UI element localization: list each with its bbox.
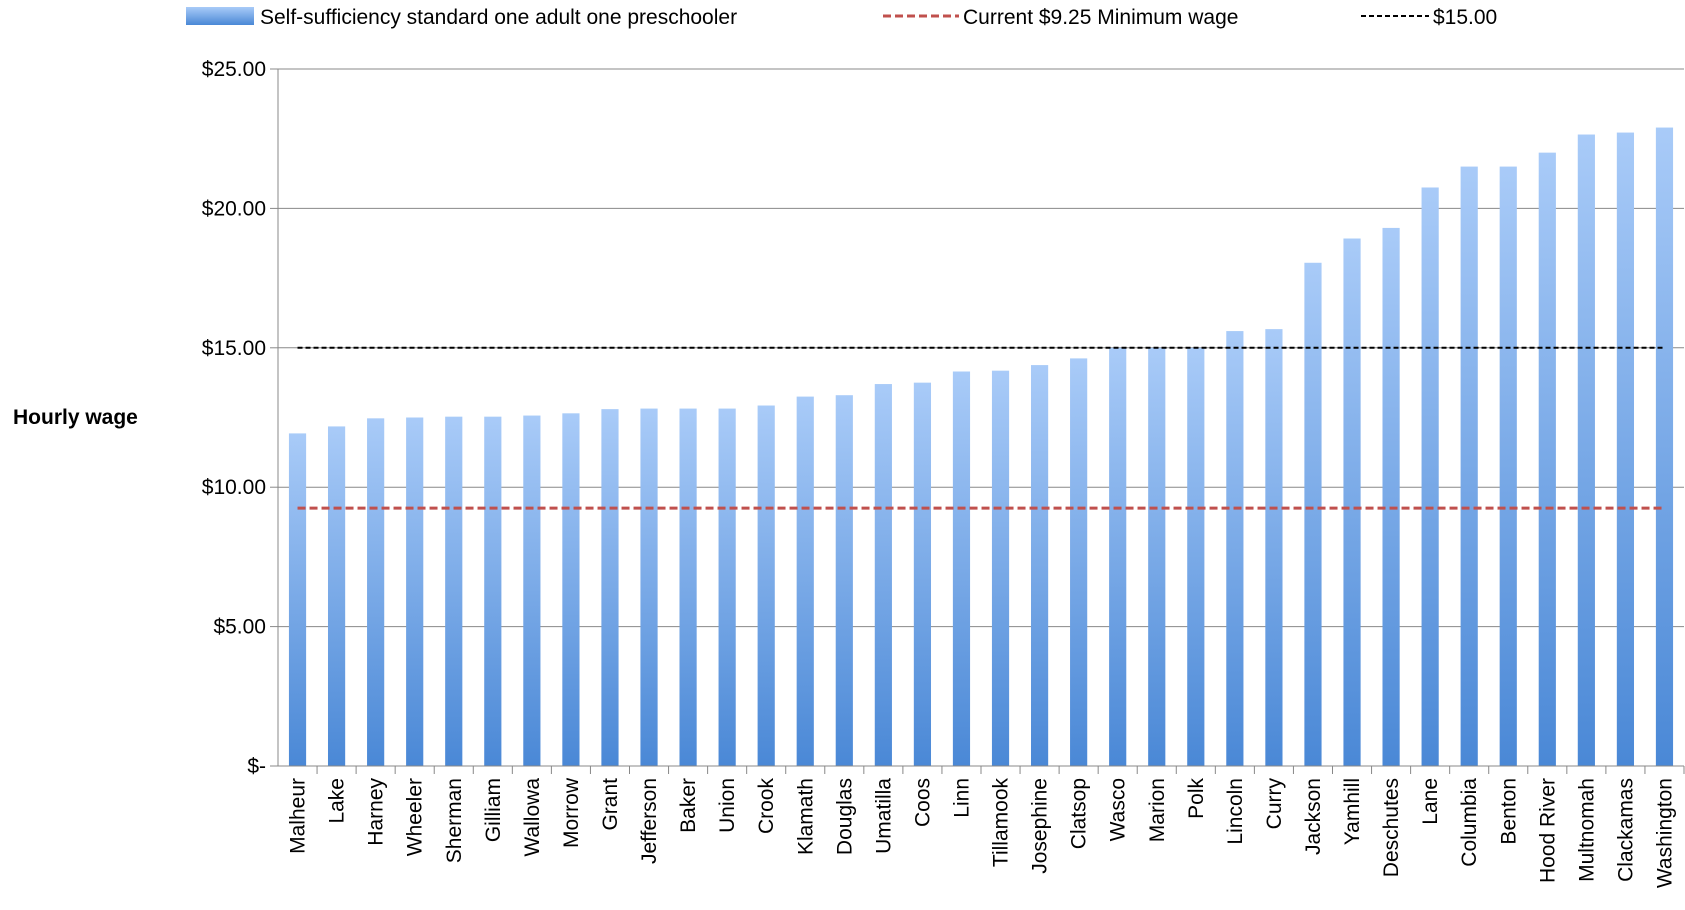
bar xyxy=(1655,127,1674,767)
x-tick-label: Clackamas xyxy=(1614,778,1637,882)
bar xyxy=(952,371,971,766)
x-tick-label: Douglas xyxy=(833,778,856,855)
x-tick-label: Washington xyxy=(1653,778,1676,888)
x-tick-label: Lake xyxy=(326,778,349,824)
bar xyxy=(1616,132,1635,766)
x-tick-label: Wallowa xyxy=(521,778,544,857)
bar xyxy=(523,415,541,766)
bar xyxy=(1421,187,1439,767)
x-tick-label: Malheur xyxy=(287,778,310,854)
x-tick-label: Deschutes xyxy=(1380,778,1403,877)
bar xyxy=(327,426,346,766)
x-tick-label: Yamhill xyxy=(1341,778,1364,845)
y-axis-ticks: $- $5.00 $10.00 $15.00 $20.00 $25.00 xyxy=(202,58,278,778)
bar xyxy=(484,416,502,766)
reference-lines xyxy=(297,346,1665,510)
bar xyxy=(445,416,463,766)
bar xyxy=(1382,227,1400,766)
legend-label-fifteen: $15.00 xyxy=(1433,6,1497,29)
bar xyxy=(835,395,853,766)
y-tick-label: $5.00 xyxy=(213,616,266,639)
bar xyxy=(757,405,775,766)
x-tick-label: Jackson xyxy=(1302,778,1325,855)
x-tick-label: Multnomah xyxy=(1575,778,1598,882)
x-tick-label: Clatsop xyxy=(1068,778,1091,849)
x-tick-label: Benton xyxy=(1497,778,1520,845)
bar xyxy=(1499,166,1517,766)
bar xyxy=(1343,238,1361,767)
bar xyxy=(288,433,307,766)
bar xyxy=(874,384,892,766)
legend-label-minimum-wage: Current $9.25 Minimum wage xyxy=(963,6,1238,29)
x-tick-label: Harney xyxy=(365,778,388,846)
bar xyxy=(1226,331,1244,766)
bar xyxy=(1538,152,1556,766)
x-tick-label: Tillamook xyxy=(990,778,1013,868)
x-tick-label: Umatilla xyxy=(872,778,895,854)
bar xyxy=(1460,166,1478,766)
bar xyxy=(991,370,1010,766)
bar xyxy=(1265,329,1283,766)
legend: Self-sufficiency standard one adult one … xyxy=(186,6,1497,29)
bars xyxy=(288,127,1674,767)
y-tick-label: $10.00 xyxy=(202,476,266,499)
x-tick-label: Jefferson xyxy=(638,778,661,864)
x-tick-label: Lincoln xyxy=(1224,778,1247,845)
y-axis-title: Hourly wage xyxy=(13,406,138,429)
bar xyxy=(367,418,385,766)
x-tick-label: Gilliam xyxy=(482,778,505,842)
bar xyxy=(1148,347,1166,766)
y-tick-label: $20.00 xyxy=(202,197,266,220)
bar xyxy=(1304,262,1322,766)
x-tick-label: Lane xyxy=(1419,778,1442,825)
bar xyxy=(640,408,658,766)
legend-bar-swatch xyxy=(186,7,254,25)
x-tick-label: Sherman xyxy=(443,778,466,863)
bar xyxy=(1577,134,1595,766)
y-tick-label: $- xyxy=(247,755,266,778)
x-tick-label: Linn xyxy=(950,778,973,818)
bar xyxy=(406,417,424,766)
legend-label-self-sufficiency: Self-sufficiency standard one adult one … xyxy=(260,6,737,29)
x-tick-label: Baker xyxy=(677,778,700,833)
bar xyxy=(1030,365,1049,766)
bar xyxy=(913,382,932,766)
x-tick-label: Wasco xyxy=(1107,778,1130,841)
x-tick-label: Columbia xyxy=(1458,778,1481,867)
x-tick-label: Coos xyxy=(911,778,934,827)
bar xyxy=(1187,347,1205,766)
y-tick-label: $15.00 xyxy=(202,337,266,360)
bar xyxy=(796,396,814,766)
x-tick-label: Josephine xyxy=(1029,778,1052,874)
x-tick-label: Polk xyxy=(1185,778,1208,819)
x-axis-labels: Malheur Lake Harney Wheeler Sherman Gilliam Wa… xyxy=(287,766,1685,888)
x-tick-label: Union xyxy=(716,778,739,833)
x-tick-label: Wheeler xyxy=(404,778,427,856)
bar xyxy=(562,413,580,766)
bar xyxy=(1109,347,1127,766)
x-tick-label: Hood River xyxy=(1536,778,1559,883)
bar xyxy=(601,409,619,766)
bar xyxy=(718,408,736,766)
x-tick-label: Crook xyxy=(755,778,778,835)
bar xyxy=(679,408,697,766)
x-tick-label: Morrow xyxy=(560,777,583,848)
x-tick-label: Klamath xyxy=(794,778,817,855)
x-tick-label: Grant xyxy=(599,778,622,831)
x-tick-label: Marion xyxy=(1146,778,1169,842)
y-tick-label: $25.00 xyxy=(202,58,266,81)
bar xyxy=(1070,358,1088,766)
x-tick-label: Curry xyxy=(1263,778,1286,830)
